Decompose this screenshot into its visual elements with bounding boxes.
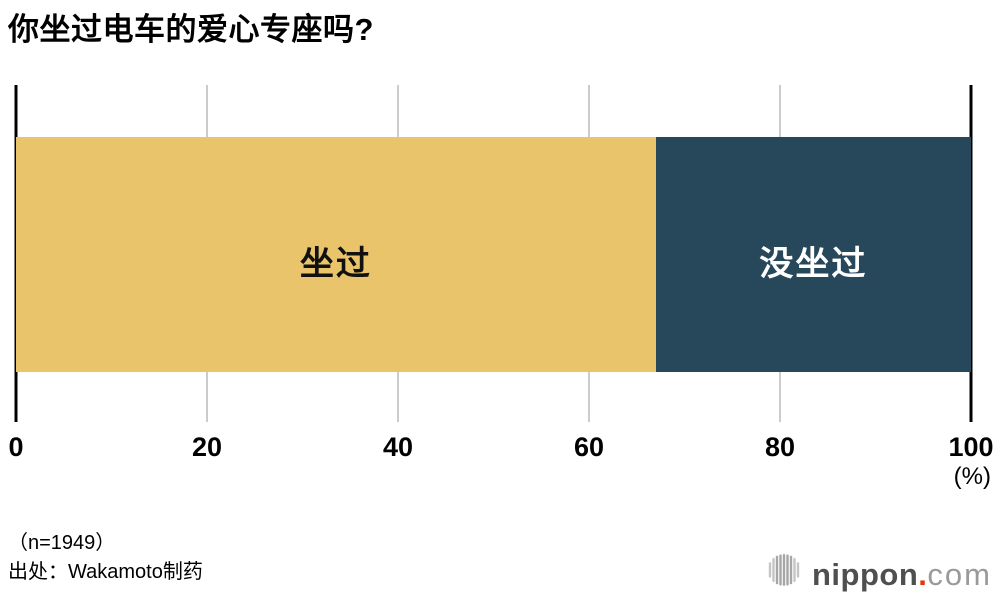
x-tick-label: 40 bbox=[382, 432, 414, 462]
bar-segment: 坐过 bbox=[16, 137, 656, 372]
nippon-logo-text: nippon.com bbox=[812, 559, 992, 590]
logo-text-nippon: nippon bbox=[812, 557, 919, 592]
x-tick-label: 60 bbox=[573, 432, 605, 462]
bar-segment: 没坐过 bbox=[655, 137, 971, 372]
x-tick-label: 0 bbox=[8, 432, 24, 462]
x-tick-label: 100 bbox=[948, 432, 994, 462]
logo-text-com: com bbox=[927, 557, 992, 592]
bar-segment-label: 没坐过 bbox=[759, 245, 868, 283]
x-tick-label: 80 bbox=[764, 432, 796, 462]
unit-label: (%) bbox=[953, 463, 991, 490]
stacked-bar: 坐过 没坐过 bbox=[16, 137, 971, 372]
bar-segment-label: 坐过 bbox=[299, 245, 372, 283]
footnote: （n=1949） 出处：Wakamoto制药 bbox=[8, 529, 203, 587]
page-title: 你坐过电车的爱心专座吗? bbox=[8, 12, 374, 47]
x-tick-label: 20 bbox=[191, 432, 223, 462]
nippon-logo: nippon.com bbox=[766, 552, 992, 590]
soundwave-bars-icon bbox=[768, 554, 800, 586]
sample-size-note: （n=1949） bbox=[8, 532, 116, 554]
source-note: 出处：Wakamoto制药 bbox=[8, 561, 203, 583]
plot-area: 坐过 没坐过 (%) 0 20 40 60 80 100 bbox=[8, 85, 994, 490]
logo-text-dot: . bbox=[918, 557, 928, 592]
axis-line bbox=[969, 85, 973, 422]
